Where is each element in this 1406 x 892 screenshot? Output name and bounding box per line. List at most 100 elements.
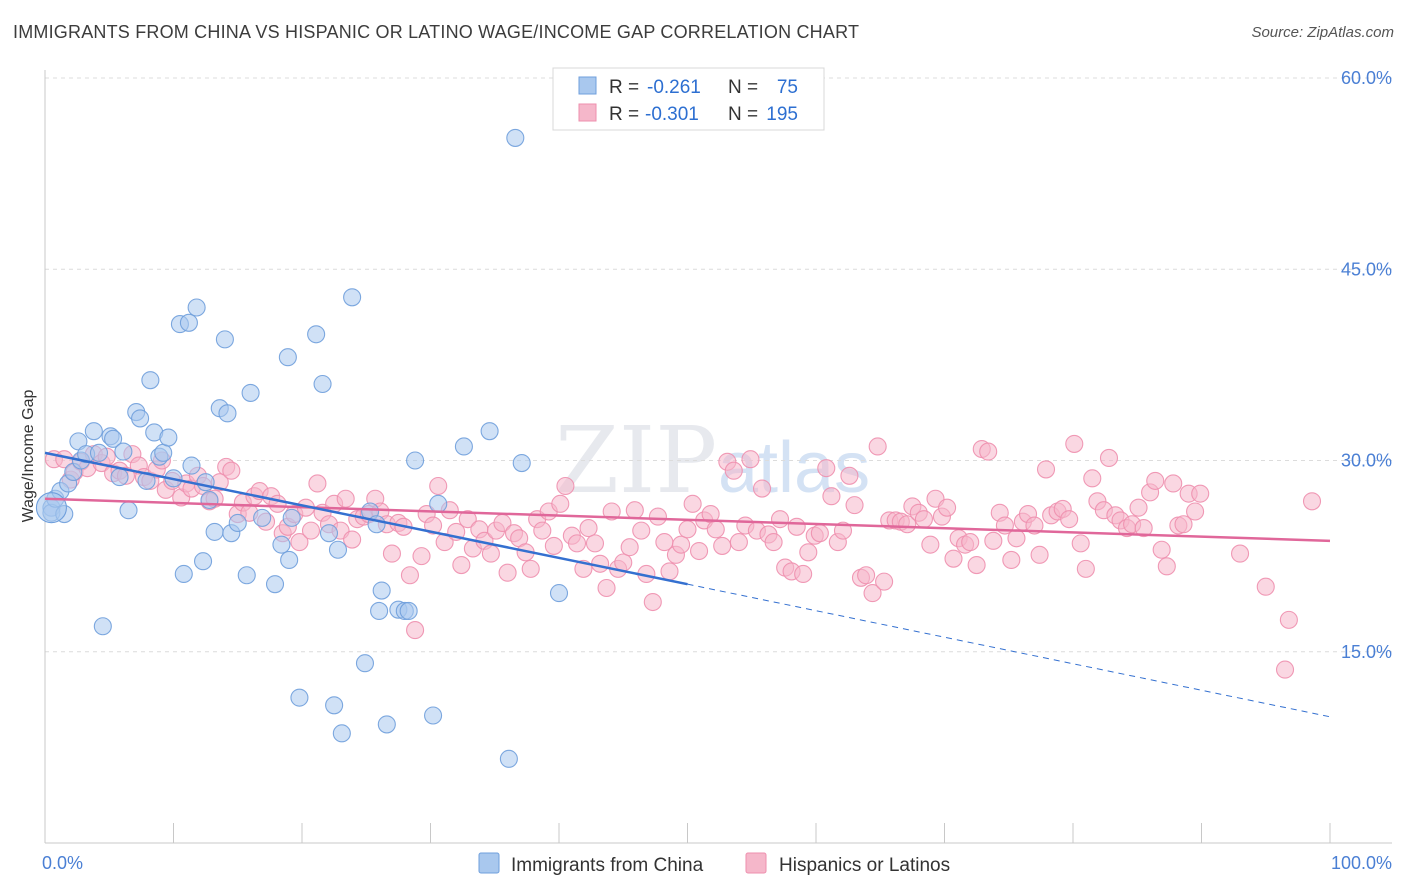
hispanic-point (672, 535, 691, 554)
y-tick-label: 45.0% (1341, 259, 1392, 279)
china-point (89, 443, 109, 462)
series-legend: Immigrants from China Hispanics or Latin… (478, 852, 950, 876)
china-point (429, 494, 448, 513)
hispanic-point (481, 544, 500, 563)
hispanic-point (567, 534, 587, 553)
hispanic-point (863, 584, 882, 603)
hispanic-point (1030, 545, 1049, 564)
china-point (454, 437, 473, 456)
hispanic-point (643, 592, 662, 612)
hispanic-point (406, 621, 425, 640)
hispanic-point (1302, 492, 1322, 511)
hispanic-point (1134, 519, 1153, 538)
hispanic-point (770, 510, 790, 529)
y-tick-label: 15.0% (1341, 642, 1392, 662)
hispanic-point (614, 553, 633, 572)
hispanic-point (944, 549, 963, 568)
hispanic-point (799, 543, 818, 562)
china-point (253, 508, 272, 527)
hispanic-point (706, 520, 725, 539)
china-point (325, 696, 344, 715)
china-point (200, 490, 219, 510)
china-point (141, 371, 160, 390)
hispanic-point (424, 516, 443, 535)
hispanic-point (979, 442, 998, 461)
china-point (307, 325, 326, 344)
hispanic-point (984, 531, 1003, 550)
gridlines (45, 77, 1392, 653)
hispanic-point (579, 519, 598, 538)
hispanic-point (551, 494, 570, 513)
china-point (549, 584, 569, 603)
hispanic-point (1174, 515, 1193, 534)
hispanic-point (868, 437, 887, 456)
legend-n-label-hispanic: N = (728, 104, 758, 125)
hispanic-point (875, 572, 894, 591)
legend-r-label-hispanic: R = (609, 104, 639, 125)
china-point (290, 688, 309, 707)
hispanic-point (857, 566, 876, 585)
bottom-legend-swatch-hispanic (745, 852, 767, 874)
hispanic-point (602, 502, 621, 521)
china-point (370, 601, 389, 621)
hispanic-point (585, 534, 605, 553)
hispanic-point (222, 461, 241, 480)
china-point (174, 564, 193, 584)
hispanic-point (290, 533, 309, 552)
china-point (343, 288, 362, 307)
hispanic-point (914, 510, 933, 529)
y-tick-label: 60.0% (1341, 68, 1392, 88)
hispanic-point (301, 521, 321, 540)
hispanic-point (597, 578, 616, 598)
hispanic-point (1164, 474, 1183, 493)
china-point (313, 374, 332, 394)
hispanic-point (1002, 550, 1021, 570)
hispanic-point (724, 461, 743, 480)
china-point (84, 422, 103, 441)
hispanic-point (1007, 529, 1026, 548)
hispanic-point (683, 494, 702, 513)
hispanic-point (308, 474, 327, 493)
legend-n-value-china: 75 (777, 77, 798, 98)
hispanic-point (678, 520, 697, 539)
x-tick-label-min: 0.0% (42, 853, 83, 873)
china-point (93, 617, 112, 636)
hispanic-point (787, 517, 806, 536)
hispanic-point (648, 507, 667, 526)
hispanic-point (452, 555, 471, 575)
china-series (35, 128, 569, 768)
stats-legend-box (552, 67, 825, 131)
hispanic-point (625, 501, 644, 520)
china-point-cluster (35, 492, 67, 524)
china-point (194, 552, 213, 571)
hispanic-point (752, 479, 772, 498)
chart-title: IMMIGRANTS FROM CHINA VS HISPANIC OR LAT… (13, 22, 860, 42)
watermark-atlas: atlas (718, 428, 870, 508)
hispanic-trend-line (44, 497, 1331, 543)
legend-n-label-china: N = (728, 77, 758, 98)
hispanic-point (336, 489, 355, 508)
china-point (215, 330, 234, 349)
hispanic-point (764, 533, 783, 552)
china-point (265, 575, 285, 594)
china-point (480, 422, 499, 441)
china-point (377, 715, 396, 734)
china-point (205, 522, 224, 541)
hispanic-point (458, 510, 477, 529)
legend-r-value-china: -0.261 (647, 77, 701, 98)
legend-swatch-china (578, 76, 597, 95)
hispanic-point (938, 498, 957, 517)
chart-source: Source: ZipAtlas.com (1251, 24, 1394, 41)
hispanic-point (521, 559, 540, 578)
hispanic-point (343, 530, 362, 549)
bottom-legend-swatch-china (478, 852, 500, 874)
hispanic-point (817, 459, 836, 478)
hispanic-point (810, 524, 829, 543)
hispanic-point (729, 533, 748, 552)
china-point (154, 443, 173, 462)
hispanic-point (713, 536, 732, 555)
hispanic-point (1146, 471, 1165, 490)
china-point (332, 724, 351, 743)
hispanic-point (845, 496, 864, 515)
